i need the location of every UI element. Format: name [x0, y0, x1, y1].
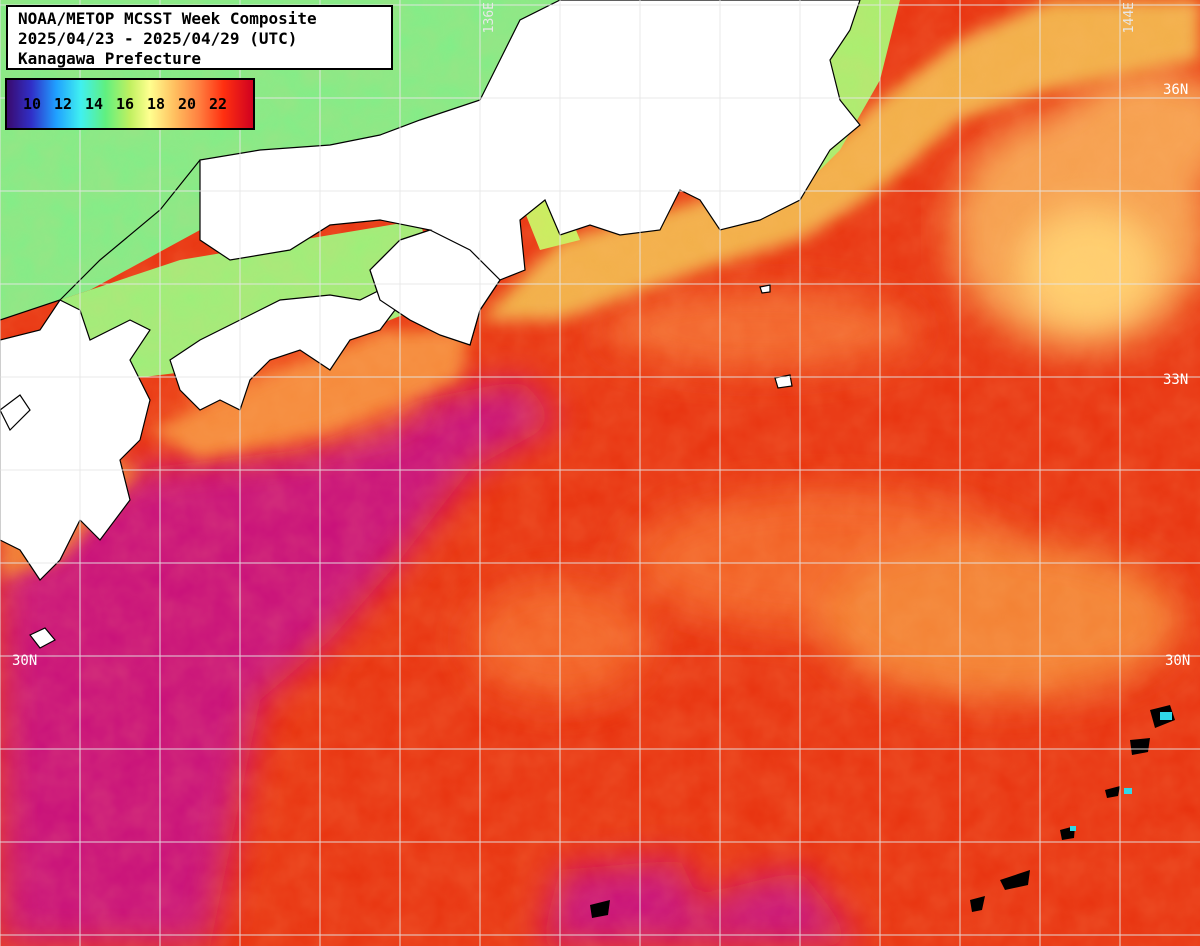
- legend-tick: 22: [209, 95, 228, 113]
- color-ramp: [7, 80, 253, 128]
- cloud-artifacts: [590, 705, 1175, 918]
- title-line-2: 2025/04/23 - 2025/04/29 (UTC): [18, 29, 298, 48]
- lat-label-30n-left: 30N: [12, 653, 38, 669]
- lon-label-144e: 144E: [1122, 2, 1137, 34]
- legend-tick: 18: [147, 95, 166, 113]
- title-line-3: Kanagawa Prefecture: [18, 49, 202, 68]
- legend-tick: 12: [54, 95, 73, 113]
- title-line-1: NOAA/METOP MCSST Week Composite: [18, 9, 317, 28]
- legend-tick: 10: [23, 95, 42, 113]
- lat-label-36n: 36N: [1163, 82, 1189, 98]
- legend-tick: 16: [116, 95, 135, 113]
- lon-label-136e: 136E: [482, 2, 497, 34]
- title-box: NOAA/METOP MCSST Week Composite 2025/04/…: [6, 5, 393, 70]
- legend-tick: 20: [178, 95, 197, 113]
- lat-label-30n-right: 30N: [1165, 653, 1191, 669]
- legend-ticks: 10 12 14 16 18 20 22: [23, 95, 240, 113]
- lat-label-33n: 33N: [1163, 372, 1189, 388]
- legend-tick: 14: [85, 95, 104, 113]
- color-scale-legend: 10 12 14 16 18 20 22: [5, 78, 255, 130]
- cold-patches-se: [1070, 712, 1172, 831]
- land-shikoku: [169, 289, 396, 411]
